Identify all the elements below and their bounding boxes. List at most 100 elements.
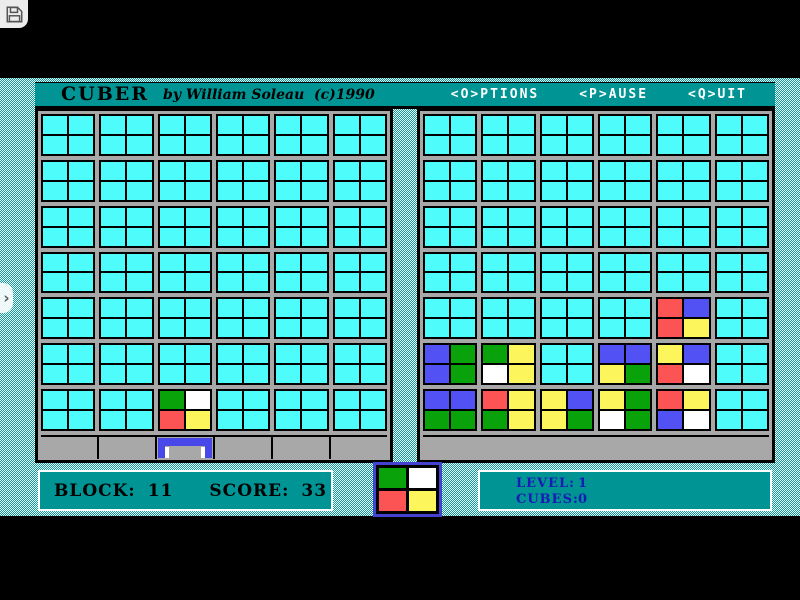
empty-cell [276,391,301,410]
empty-cell [244,161,269,180]
empty-cell [244,345,269,364]
empty-cell [127,365,152,384]
empty-cell [716,207,741,226]
block-cell-blue [567,391,592,410]
menu-item-options[interactable]: <O>PTIONS [450,87,540,102]
floor-segment [213,437,271,459]
sidebar-expand-tab[interactable]: › [0,283,13,313]
empty-cell [159,273,184,292]
empty-cell [43,391,68,410]
cell-group [539,159,594,202]
menu-bar: <O>PTIONS <P>AUSE <Q>UIT [451,87,747,102]
cell-group [41,114,96,156]
empty-cell [742,253,767,272]
empty-cell [101,273,126,292]
stack-board [417,108,775,463]
board-grid [41,114,387,431]
cell-group [157,343,212,386]
cell-group [332,159,387,202]
empty-cell [716,253,741,272]
empty-cell [127,391,152,410]
empty-cell [244,365,269,384]
empty-cell [541,181,566,200]
empty-cell [716,345,741,364]
empty-cell [159,365,184,384]
cell-group [99,297,154,340]
empty-cell [159,135,184,154]
menu-item-quit[interactable]: <Q>UIT [688,87,747,102]
cell-group [99,343,154,386]
empty-cell [742,299,767,318]
cell-group [539,297,594,340]
empty-cell [626,319,651,338]
save-button[interactable] [0,0,28,28]
empty-cell [742,365,767,384]
cell-group [215,205,271,248]
empty-cell [69,273,94,292]
empty-cell [217,116,243,134]
empty-cell [742,181,767,200]
empty-cell [69,116,94,134]
empty-cell [276,227,301,246]
empty-cell [127,161,152,180]
empty-cell [101,411,126,429]
empty-cell [127,135,152,154]
block-cell-green [626,411,651,429]
block-cell-blue [684,345,709,364]
empty-cell [276,299,301,318]
block-cell-white [684,365,709,384]
empty-cell [541,207,566,226]
empty-cell [425,273,450,292]
cell-group [157,114,212,156]
empty-cell [509,181,534,200]
player-board [35,108,393,463]
empty-cell [626,116,651,134]
empty-cell [217,411,243,429]
block-cell-yellow [541,391,566,410]
level-label: LEVEL: [516,476,575,491]
empty-cell [716,227,741,246]
empty-cell [658,116,683,134]
empty-cell [509,253,534,272]
empty-cell [43,411,68,429]
empty-cell [69,253,94,272]
empty-cell [425,253,450,272]
empty-cell [334,135,359,154]
cell-group [423,251,478,294]
empty-cell [159,181,184,200]
empty-cell [451,319,476,338]
block-cell-blue [626,345,651,364]
block-cell-green [451,365,476,384]
empty-cell [684,227,709,246]
cell-group [423,297,478,340]
empty-cell [716,161,741,180]
block-cell-red [658,365,683,384]
empty-cell [276,161,301,180]
empty-cell [360,135,385,154]
empty-cell [509,319,534,338]
block-cell-red [658,299,683,318]
empty-cell [334,391,359,410]
cell-group [481,297,536,340]
empty-cell [425,227,450,246]
empty-cell [217,273,243,292]
floor-segment [155,437,213,459]
empty-cell [101,181,126,200]
cell-group [656,114,711,156]
menu-item-pause[interactable]: <P>AUSE [579,87,649,102]
cell-group [714,297,769,340]
block-cell-white [684,411,709,429]
empty-cell [244,135,269,154]
empty-cell [483,319,508,338]
block-cell-blue [425,345,450,364]
empty-cell [185,299,210,318]
empty-cell [244,207,269,226]
empty-cell [716,319,741,338]
chevron-right-icon: › [3,289,10,307]
empty-cell [626,181,651,200]
block-label: BLOCK: [54,480,136,501]
empty-cell [360,161,385,180]
empty-cell [217,253,243,272]
empty-cell [302,365,327,384]
cell-group [99,205,154,248]
